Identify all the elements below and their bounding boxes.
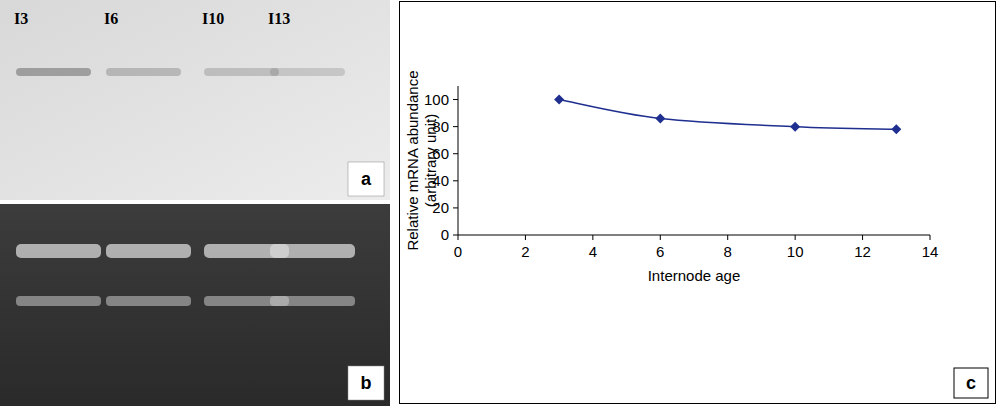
x-tick-label: 6 (656, 243, 664, 260)
y-axis-title: Relative mRNA abundance (404, 70, 421, 250)
y-tick (453, 180, 458, 181)
x-tick-label: 12 (854, 243, 871, 260)
lane-label: I13 (268, 10, 290, 27)
x-tick (930, 235, 931, 240)
gel-band (16, 296, 101, 306)
panel-label: a (361, 169, 372, 189)
gel-band (106, 296, 191, 306)
x-tick-label: 14 (922, 243, 939, 260)
gel-band (106, 244, 191, 258)
x-tick-label: 2 (521, 243, 529, 260)
figure: I3I6I10I13ab02040608010002468101214Inter… (0, 0, 998, 406)
gel-band (270, 244, 355, 258)
lane-label: I3 (14, 10, 28, 27)
y-tick-label: 0 (441, 226, 449, 243)
lane-label: I10 (202, 10, 224, 27)
lane-label: I6 (104, 10, 118, 27)
x-tick (862, 235, 863, 240)
y-tick-label: 100 (424, 91, 449, 108)
blot-image (0, 0, 390, 200)
x-tick-label: 8 (724, 243, 732, 260)
x-tick (795, 235, 796, 240)
y-tick (453, 153, 458, 154)
panel-label: c (966, 373, 976, 393)
data-point (554, 95, 564, 105)
blot-band (270, 68, 345, 76)
x-tick (660, 235, 661, 240)
data-point (655, 114, 665, 124)
y-axis-title: (arbitrary unit) (422, 114, 439, 207)
y-tick (453, 207, 458, 208)
data-point (891, 124, 901, 134)
gel-band (270, 296, 355, 306)
panel-label: b (361, 373, 372, 393)
data-point (790, 122, 800, 132)
x-tick-label: 10 (787, 243, 804, 260)
panel-label-box (348, 366, 384, 400)
x-axis-title: Internode age (648, 267, 741, 284)
x-tick (458, 235, 459, 240)
y-axis (458, 86, 459, 235)
blot-band (16, 68, 91, 76)
y-tick (453, 235, 458, 236)
x-tick (592, 235, 593, 240)
panel-label-box (954, 368, 988, 398)
chart-frame (400, 2, 996, 404)
x-tick-label: 4 (589, 243, 597, 260)
x-tick-label: 0 (454, 243, 462, 260)
y-tick (453, 99, 458, 100)
gel-band (16, 244, 101, 258)
plot-area (554, 95, 901, 135)
blot-band (106, 68, 181, 76)
x-tick (727, 235, 728, 240)
y-tick (453, 126, 458, 127)
data-line (559, 100, 896, 130)
x-tick (525, 235, 526, 240)
gel-image (0, 204, 390, 406)
panel-label-box (348, 162, 384, 196)
blot-band (204, 68, 279, 76)
x-axis (458, 235, 930, 236)
